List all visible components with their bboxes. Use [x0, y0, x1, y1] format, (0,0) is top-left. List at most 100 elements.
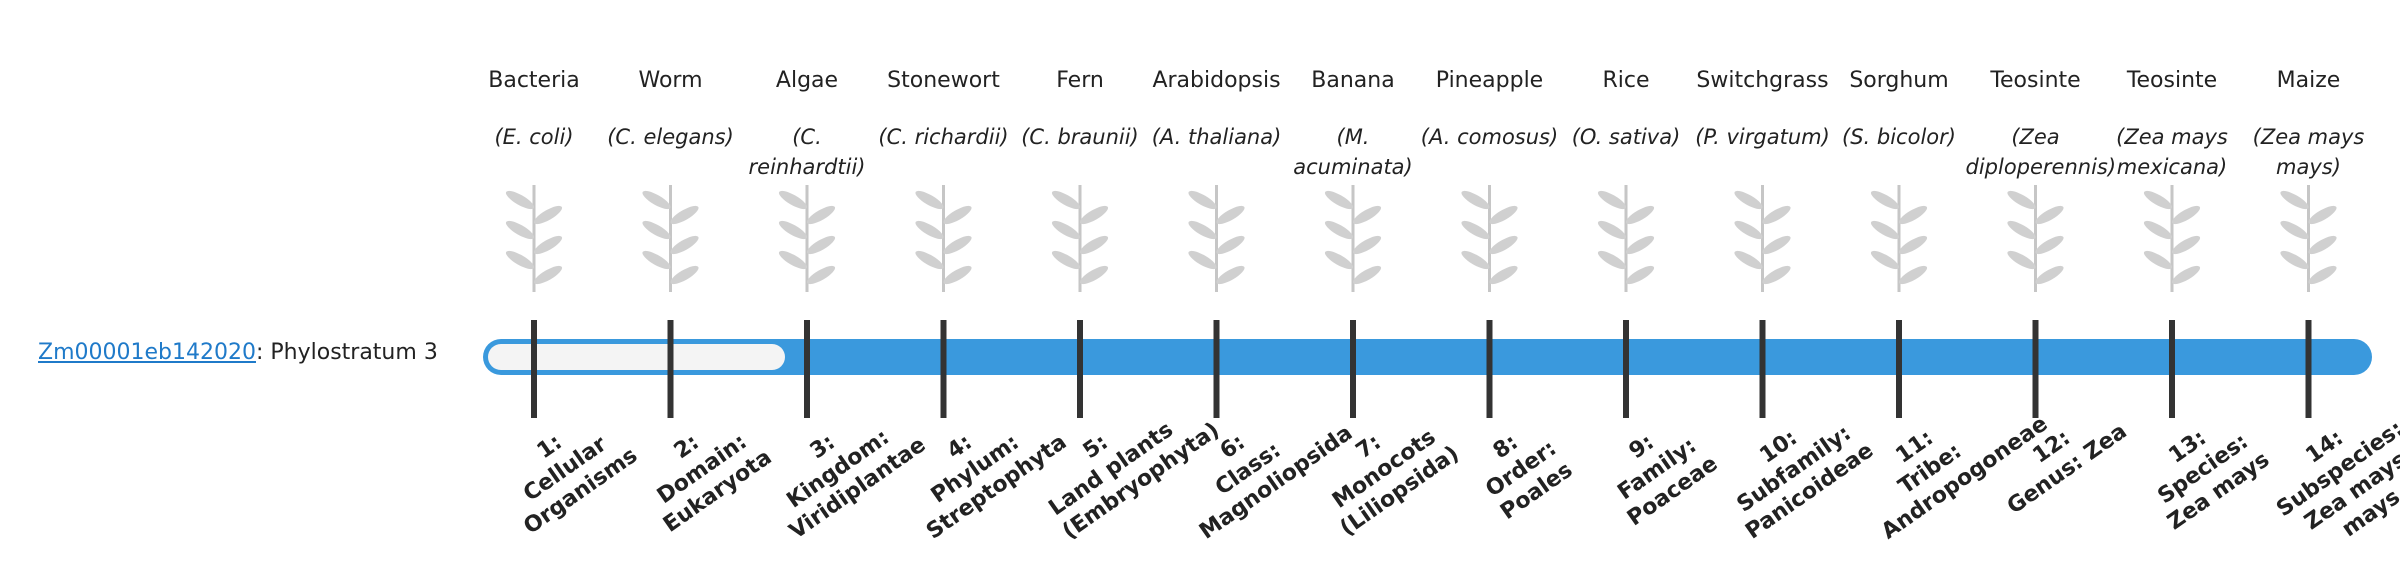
leaf: [1734, 250, 1763, 270]
organism-image: [2007, 185, 2064, 292]
leaf: [915, 250, 944, 270]
leaf: [1734, 190, 1763, 210]
leaf: [1762, 265, 1791, 285]
organism-name: Teosinte: [2126, 68, 2218, 93]
species-name: (C. reinhardtii): [748, 125, 866, 179]
organism-image: [1188, 185, 1245, 292]
leaf: [1625, 235, 1655, 255]
leaf: [2035, 205, 2064, 225]
leaf: [1216, 235, 1245, 255]
leaf: [2143, 250, 2173, 270]
organism-name: Maize: [2276, 68, 2341, 93]
leaf: [778, 190, 808, 210]
organism-image: [505, 185, 563, 292]
leaf: [2007, 220, 2036, 240]
organism-image: [2280, 185, 2337, 292]
leaf: [1898, 265, 1928, 285]
organism-image: [1324, 185, 1382, 292]
species-name: (C. richardii): [878, 125, 1009, 149]
leaf: [1870, 220, 1900, 240]
leaf: [778, 250, 808, 270]
leaf: [1079, 235, 1109, 255]
organism-image: [1597, 185, 1655, 292]
leaf: [2280, 190, 2309, 210]
leaf: [1051, 220, 1081, 240]
leaf: [1870, 250, 1900, 270]
leaf: [505, 190, 535, 210]
leaf: [1461, 250, 1490, 270]
leaf: [2171, 235, 2201, 255]
leaf: [915, 220, 944, 240]
leaf: [642, 190, 671, 210]
leaf: [2007, 250, 2036, 270]
organism-name: Algae: [775, 68, 839, 93]
species-name: (C. elegans): [607, 125, 734, 149]
leaf: [943, 205, 972, 225]
organism-image: [915, 185, 972, 292]
gene-link[interactable]: Zm00001eb142020: [38, 340, 256, 365]
leaf: [670, 205, 699, 225]
stratum-fill: [488, 344, 785, 370]
leaf: [1762, 205, 1791, 225]
leaf: [2035, 235, 2064, 255]
leaf: [1597, 220, 1627, 240]
species-name: (O. sativa): [1571, 125, 1681, 149]
leaf: [1352, 235, 1382, 255]
leaf: [1898, 205, 1928, 225]
leaf: [1461, 190, 1490, 210]
leaf: [505, 220, 535, 240]
leaf: [1489, 205, 1518, 225]
leaf: [1216, 205, 1245, 225]
organism-name: Banana: [1311, 68, 1395, 93]
organism-name: Worm: [638, 68, 703, 93]
leaf: [1324, 220, 1354, 240]
leaf: [642, 220, 671, 240]
species-name: (A. comosus): [1420, 125, 1559, 149]
organism-image: [2143, 185, 2201, 292]
leaf: [1324, 190, 1354, 210]
leaf: [670, 235, 699, 255]
species-name: (E. coli): [494, 125, 574, 149]
leaf: [533, 235, 563, 255]
organism-name: Pineapple: [1435, 68, 1544, 93]
leaf: [670, 265, 699, 285]
organism-name: Rice: [1602, 68, 1650, 93]
organism-name: Arabidopsis: [1152, 68, 1281, 93]
leaf: [533, 265, 563, 285]
gene-label: Zm00001eb142020: Phylostratum 3: [38, 340, 438, 365]
leaf: [943, 235, 972, 255]
gene-stratum: 3: [423, 340, 438, 365]
leaf: [1079, 265, 1109, 285]
leaf: [2007, 190, 2036, 210]
organism-name: Switchgrass: [1696, 68, 1829, 93]
gene-suffix: : Phylostratum: [255, 340, 417, 365]
species-name: (Zea diploperennis): [1965, 125, 2117, 179]
leaf: [1352, 205, 1382, 225]
leaf: [2035, 265, 2064, 285]
leaf: [642, 250, 671, 270]
leaf: [778, 220, 808, 240]
leaf: [2280, 220, 2309, 240]
leaf: [2143, 220, 2173, 240]
leaf: [2171, 265, 2201, 285]
organism-name: Fern: [1056, 68, 1104, 93]
organism-image: [1870, 185, 1928, 292]
leaf: [2308, 205, 2337, 225]
leaf: [2308, 235, 2337, 255]
species-name: (Zea mays mexicana): [2116, 125, 2228, 179]
leaf: [1079, 205, 1109, 225]
species-name: (S. bicolor): [1842, 125, 1956, 149]
organism-image: [642, 185, 699, 292]
leaf: [1188, 250, 1217, 270]
organism-image: [1734, 185, 1791, 292]
leaf: [1461, 220, 1490, 240]
leaf: [1051, 250, 1081, 270]
species-name: (C. braunii): [1021, 125, 1139, 149]
leaf: [1188, 220, 1217, 240]
leaf: [1324, 250, 1354, 270]
leaf: [505, 250, 535, 270]
leaf: [1734, 220, 1763, 240]
leaf: [2280, 250, 2309, 270]
leaf: [1762, 235, 1791, 255]
